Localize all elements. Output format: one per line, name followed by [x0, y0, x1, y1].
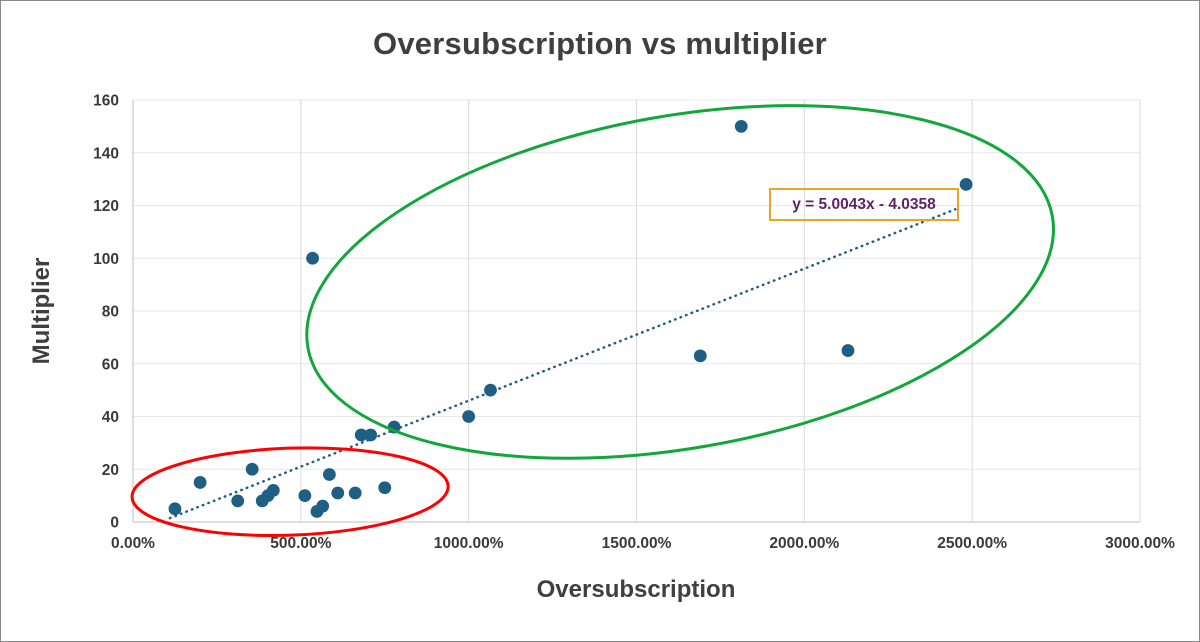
data-point[interactable]: [959, 178, 973, 191]
data-point[interactable]: [354, 428, 368, 442]
low-multiplier-cluster-ellipse[interactable]: [130, 443, 450, 541]
data-point[interactable]: [231, 494, 245, 508]
y-tick-label: 40: [102, 409, 119, 426]
data-point[interactable]: [316, 499, 330, 513]
y-tick-label: 140: [93, 145, 119, 162]
data-point[interactable]: [306, 251, 319, 265]
trendline[interactable]: [168, 208, 957, 520]
high-multiplier-cluster-ellipse[interactable]: [279, 53, 1081, 512]
y-tick-label: 60: [102, 356, 119, 373]
data-point[interactable]: [331, 486, 345, 500]
data-point[interactable]: [841, 344, 855, 357]
y-tick-label: 160: [93, 93, 119, 110]
x-tick-label: 1000.00%: [434, 535, 504, 552]
x-tick-label: 0.00%: [111, 535, 155, 552]
x-axis-title: Oversubscription: [536, 576, 736, 603]
x-tick-label: 1500.00%: [602, 535, 672, 552]
data-point[interactable]: [484, 383, 497, 397]
x-tick-label: 500.00%: [270, 535, 331, 552]
x-tick-label: 2000.00%: [769, 535, 839, 552]
y-tick-label: 120: [93, 198, 119, 215]
x-tick-label: 3000.00%: [1105, 535, 1175, 552]
data-point[interactable]: [348, 486, 362, 500]
data-point[interactable]: [364, 428, 378, 442]
y-tick-label: 20: [102, 462, 119, 479]
trendline-equation-label[interactable]: y = 5.0043x - 4.0358: [769, 188, 959, 221]
data-point[interactable]: [462, 410, 476, 423]
y-tick-label: 0: [110, 515, 119, 532]
data-point[interactable]: [168, 502, 182, 516]
data-point[interactable]: [693, 349, 707, 363]
y-tick-label: 80: [102, 304, 119, 321]
data-point[interactable]: [378, 481, 392, 495]
chart-title: Oversubscription vs multiplier: [373, 26, 827, 61]
data-point[interactable]: [245, 462, 259, 476]
x-tick-label: 2500.00%: [937, 535, 1007, 552]
data-point[interactable]: [266, 483, 280, 497]
data-point[interactable]: [322, 468, 336, 481]
data-point[interactable]: [298, 489, 312, 503]
data-point[interactable]: [193, 476, 207, 489]
y-tick-label: 100: [93, 251, 119, 268]
data-point[interactable]: [734, 119, 748, 133]
